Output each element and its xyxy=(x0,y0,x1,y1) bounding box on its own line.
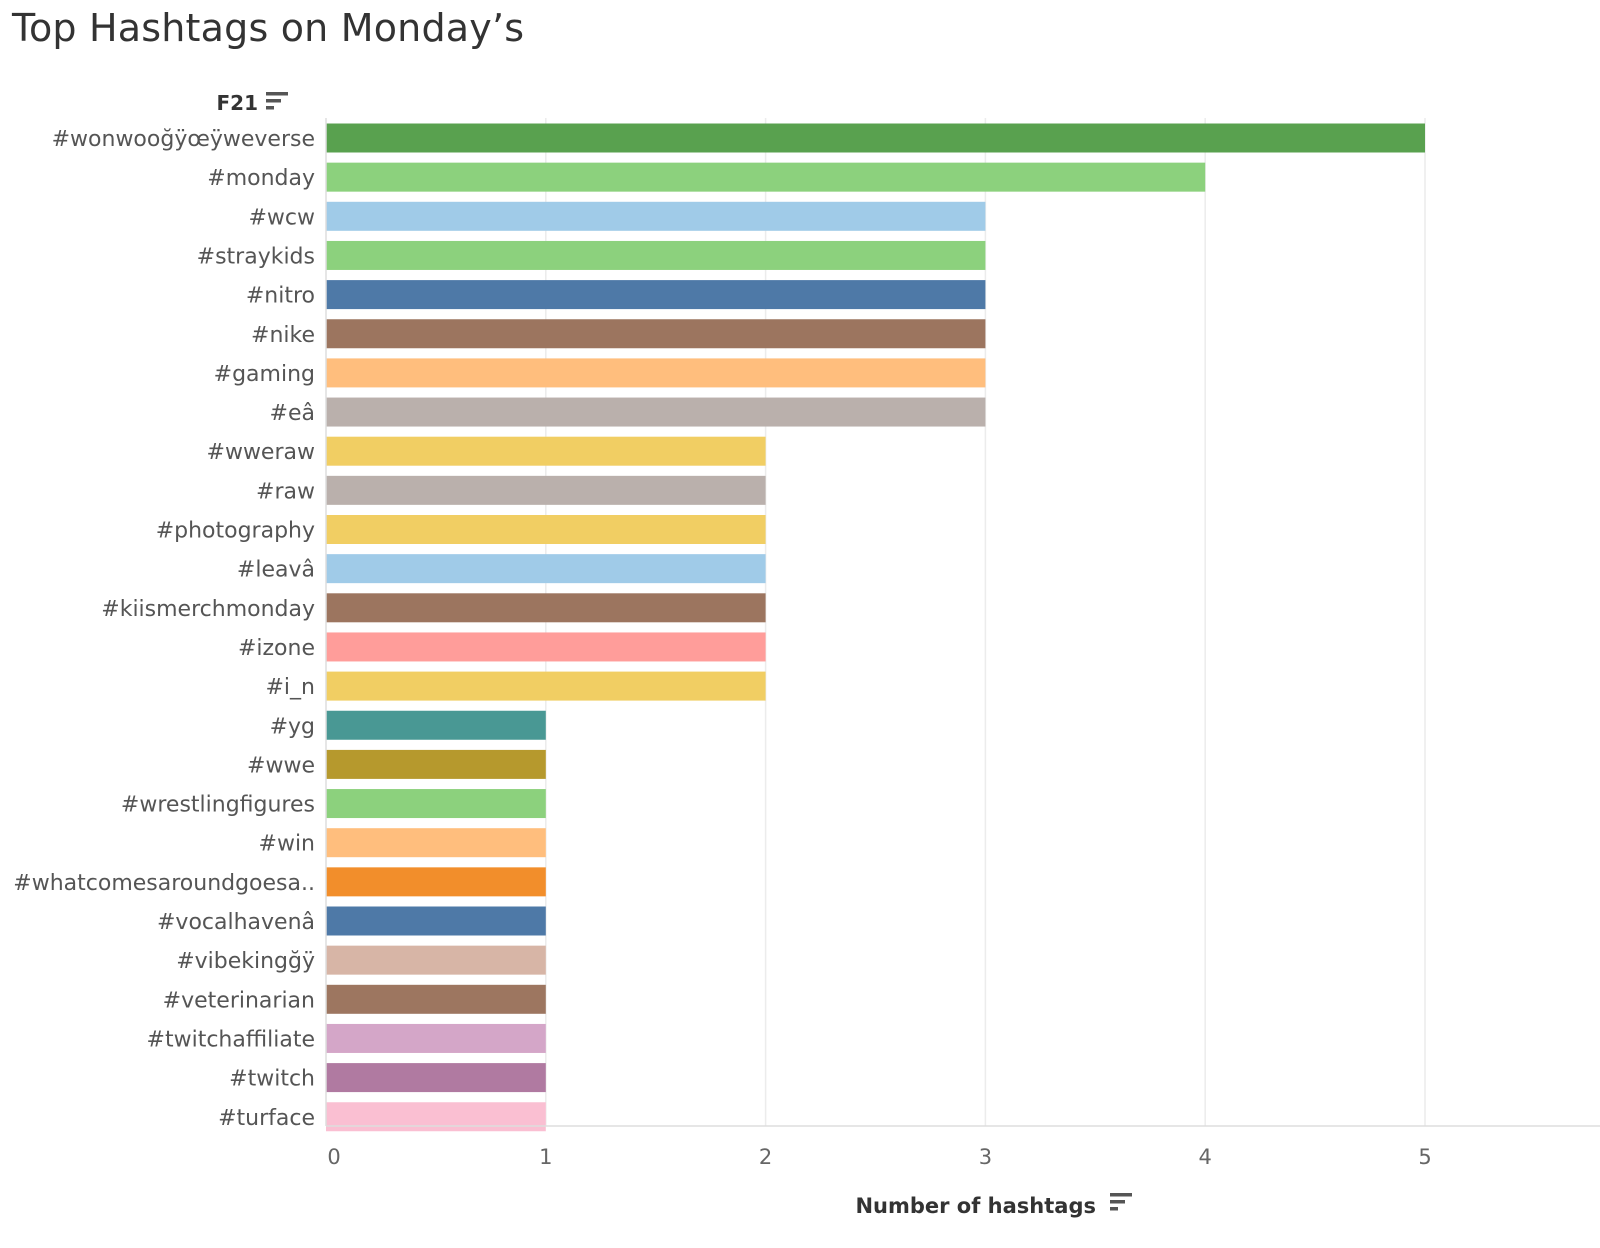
category-label-22[interactable]: #veterinarian xyxy=(163,988,315,1013)
bar-21[interactable] xyxy=(326,945,546,975)
category-label-15[interactable]: #yg xyxy=(270,714,315,739)
bar-15[interactable] xyxy=(326,710,546,740)
category-label-21[interactable]: #vibekingğÿ xyxy=(176,949,315,974)
bar-17[interactable] xyxy=(326,789,546,819)
category-label-3[interactable]: #straykids xyxy=(197,244,315,269)
bar-4[interactable] xyxy=(326,280,986,310)
x-tick-label-3: 3 xyxy=(979,1145,992,1169)
category-label-17[interactable]: #wrestlingfigures xyxy=(121,793,315,818)
category-label-20[interactable]: #vocalhavenâ xyxy=(157,910,315,935)
x-tick-label-0: 0 xyxy=(327,1145,340,1169)
x-tick-label-2: 2 xyxy=(759,1145,772,1169)
category-label-25[interactable]: #turface xyxy=(218,1106,315,1131)
bar-0[interactable] xyxy=(326,123,1425,153)
category-label-8[interactable]: #wweraw xyxy=(207,440,315,465)
category-label-24[interactable]: #twitch xyxy=(229,1067,315,1092)
bar-18[interactable] xyxy=(326,828,546,858)
bar-3[interactable] xyxy=(326,240,986,270)
category-label-5[interactable]: #nike xyxy=(251,323,315,348)
category-label-1[interactable]: #monday xyxy=(207,166,315,191)
category-label-12[interactable]: #kiismerchmonday xyxy=(101,597,315,622)
bar-5[interactable] xyxy=(326,319,986,349)
category-label-6[interactable]: #gaming xyxy=(214,362,315,387)
x-tick-label-1: 1 xyxy=(539,1145,552,1169)
bar-13[interactable] xyxy=(326,632,766,662)
category-label-2[interactable]: #wcw xyxy=(248,205,315,230)
category-label-7[interactable]: #eâ xyxy=(270,401,315,426)
bar-11[interactable] xyxy=(326,554,766,584)
x-tick-label-4: 4 xyxy=(1199,1145,1212,1169)
category-label-4[interactable]: #nitro xyxy=(246,284,315,309)
chart-title: Top Hashtags on Monday’s xyxy=(12,6,525,50)
bar-22[interactable] xyxy=(326,984,546,1014)
bar-6[interactable] xyxy=(326,358,986,388)
bar-23[interactable] xyxy=(326,1023,546,1053)
bar-9[interactable] xyxy=(326,475,766,505)
bar-8[interactable] xyxy=(326,436,766,466)
bars xyxy=(326,123,1425,1132)
category-label-10[interactable]: #photography xyxy=(156,519,315,544)
category-label-13[interactable]: #izone xyxy=(238,636,315,661)
category-label-14[interactable]: #i_n xyxy=(266,675,316,700)
x-axis-title[interactable]: Number of hashtags xyxy=(855,1193,1132,1218)
x-axis: 0 1 2 3 4 5 xyxy=(325,118,1600,1169)
category-label-9[interactable]: #raw xyxy=(256,479,315,504)
category-labels: #wonwooğÿœÿweverse #monday #wcw #straykids #… xyxy=(13,127,315,1131)
category-label-19[interactable]: #whatcomesaroundgoesa.. xyxy=(13,871,315,896)
bar-24[interactable] xyxy=(326,1063,546,1093)
bar-19[interactable] xyxy=(326,867,546,897)
category-label-11[interactable]: #leavâ xyxy=(237,558,315,583)
category-label-23[interactable]: #twitchaffiliate xyxy=(147,1027,315,1052)
sort-icon[interactable] xyxy=(1110,1193,1132,1211)
bar-12[interactable] xyxy=(326,593,766,623)
row-header[interactable]: F21 xyxy=(217,91,289,115)
bar-20[interactable] xyxy=(326,906,546,936)
x-axis-label[interactable]: Number of hashtags xyxy=(855,1194,1096,1218)
bar-2[interactable] xyxy=(326,201,986,231)
bar-14[interactable] xyxy=(326,671,766,701)
bar-16[interactable] xyxy=(326,749,546,779)
bar-7[interactable] xyxy=(326,397,986,427)
category-label-0[interactable]: #wonwooğÿœÿweverse xyxy=(52,127,315,152)
row-header-label[interactable]: F21 xyxy=(217,91,259,115)
bar-10[interactable] xyxy=(326,515,766,544)
bar-1[interactable] xyxy=(326,162,1206,192)
x-tick-label-5: 5 xyxy=(1418,1145,1431,1169)
sort-icon[interactable] xyxy=(266,92,288,110)
category-label-16[interactable]: #wwe xyxy=(247,753,315,778)
bar-25[interactable] xyxy=(326,1102,546,1132)
category-label-18[interactable]: #win xyxy=(259,832,315,857)
